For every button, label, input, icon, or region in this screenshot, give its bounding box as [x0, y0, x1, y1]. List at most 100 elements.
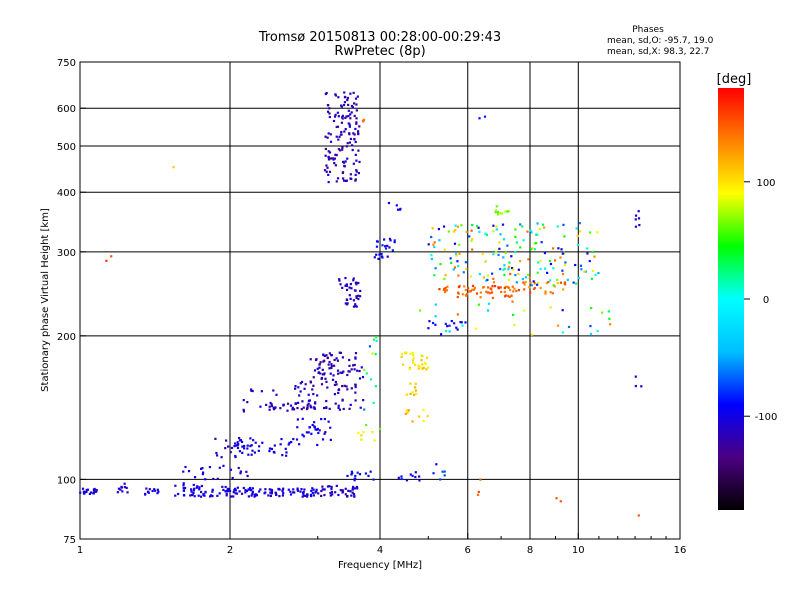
- data-point: [354, 179, 357, 182]
- data-point: [349, 117, 352, 120]
- data-point: [456, 328, 459, 331]
- data-point: [332, 374, 335, 377]
- data-point: [218, 466, 221, 469]
- data-point: [510, 266, 514, 270]
- data-point: [547, 280, 550, 284]
- data-point: [449, 257, 452, 260]
- data-point: [333, 157, 336, 160]
- data-point: [340, 133, 343, 136]
- x-tick-label: 16: [674, 545, 687, 556]
- data-point: [199, 495, 203, 498]
- data-point: [239, 470, 242, 473]
- data-point: [357, 294, 360, 297]
- x-tick-label: 8: [527, 545, 533, 556]
- data-point: [475, 327, 478, 330]
- data-point: [294, 387, 297, 390]
- y-axis-label: Stationary phase Virtual Height [km]: [40, 208, 51, 392]
- data-point: [241, 445, 244, 448]
- data-point: [576, 234, 579, 238]
- data-point: [356, 369, 359, 372]
- data-point: [335, 154, 338, 157]
- data-point: [495, 251, 498, 254]
- data-point: [342, 370, 345, 373]
- data-point: [354, 385, 357, 389]
- data-point: [320, 494, 323, 498]
- data-point: [408, 367, 412, 371]
- data-point: [316, 394, 319, 397]
- data-point: [523, 309, 526, 312]
- data-point: [210, 494, 213, 497]
- colorbar-tick-label: -100: [755, 412, 778, 423]
- data-point: [544, 290, 547, 293]
- data-point: [502, 238, 506, 241]
- data-point: [341, 489, 344, 492]
- data-point: [563, 235, 566, 238]
- data-point: [123, 482, 126, 485]
- data-point: [238, 436, 241, 440]
- data-point: [309, 406, 313, 409]
- data-point: [383, 238, 386, 241]
- data-point: [369, 470, 372, 473]
- data-point: [340, 104, 343, 107]
- data-point: [248, 488, 251, 491]
- data-point: [414, 389, 418, 392]
- data-point: [187, 470, 191, 473]
- data-point: [327, 155, 330, 159]
- data-point: [527, 273, 530, 276]
- data-point: [250, 389, 253, 392]
- data-point: [320, 383, 324, 386]
- data-point: [341, 148, 344, 151]
- data-point: [81, 487, 85, 490]
- data-point: [269, 401, 272, 405]
- data-point: [351, 148, 354, 152]
- data-point: [249, 444, 252, 448]
- data-point: [637, 217, 641, 220]
- data-point: [486, 278, 489, 282]
- data-point: [220, 456, 223, 459]
- data-point: [297, 386, 300, 389]
- data-point: [583, 270, 586, 273]
- data-point: [324, 154, 327, 157]
- data-point: [333, 115, 337, 118]
- data-point: [334, 113, 337, 116]
- data-point: [202, 493, 205, 496]
- data-point: [469, 290, 472, 293]
- data-point: [381, 244, 384, 247]
- data-point: [254, 441, 257, 444]
- data-point: [492, 281, 496, 284]
- data-point: [389, 239, 392, 242]
- data-point: [309, 493, 313, 496]
- data-point: [347, 109, 350, 112]
- data-point: [492, 277, 495, 280]
- data-point: [329, 438, 332, 441]
- data-point: [230, 495, 233, 498]
- data-point: [400, 477, 403, 481]
- data-point: [325, 406, 328, 410]
- data-point: [145, 487, 148, 490]
- data-point: [312, 494, 315, 497]
- colorbar-label: [deg]: [717, 72, 752, 87]
- data-point: [296, 418, 299, 421]
- data-point: [332, 119, 336, 123]
- data-point: [192, 489, 195, 492]
- data-point: [216, 477, 219, 480]
- data-point: [307, 393, 310, 396]
- data-point: [301, 433, 304, 436]
- data-point: [239, 472, 242, 475]
- data-point: [284, 447, 287, 450]
- data-point: [577, 243, 580, 247]
- data-point: [539, 286, 542, 290]
- data-point: [510, 255, 513, 258]
- data-point: [462, 271, 465, 274]
- data-point: [337, 493, 340, 497]
- data-point: [270, 404, 274, 408]
- data-point: [417, 367, 420, 370]
- data-point: [311, 388, 314, 391]
- data-point: [412, 356, 415, 360]
- data-point: [343, 384, 346, 387]
- data-point: [334, 153, 337, 156]
- data-point: [301, 491, 305, 494]
- data-point: [330, 366, 333, 370]
- data-point: [354, 127, 357, 131]
